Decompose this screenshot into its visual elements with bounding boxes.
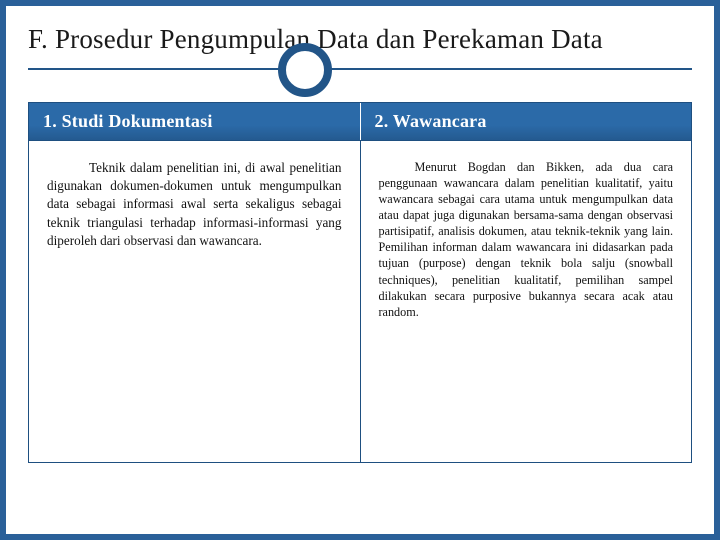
column-body-right: Menurut Bogdan dan Bikken, ada dua cara … xyxy=(360,141,692,462)
title-block: F. Prosedur Pengumpulan Data dan Perekam… xyxy=(28,24,692,70)
title-underline xyxy=(28,68,692,70)
table-body-row: Teknik dalam penelitian ini, di awal pen… xyxy=(28,141,692,463)
slide: F. Prosedur Pengumpulan Data dan Perekam… xyxy=(6,6,714,534)
slide-title: F. Prosedur Pengumpulan Data dan Perekam… xyxy=(28,24,692,56)
right-body-text: Menurut Bogdan dan Bikken, ada dua cara … xyxy=(379,160,674,319)
column-header-right: 2. Wawancara xyxy=(360,103,692,140)
decorative-circle-icon xyxy=(278,43,332,97)
left-body-text: Teknik dalam penelitian ini, di awal pen… xyxy=(47,160,342,248)
column-header-left: 1. Studi Dokumentasi xyxy=(29,103,360,140)
column-body-left: Teknik dalam penelitian ini, di awal pen… xyxy=(29,141,360,462)
table-header-row: 1. Studi Dokumentasi 2. Wawancara xyxy=(28,102,692,141)
